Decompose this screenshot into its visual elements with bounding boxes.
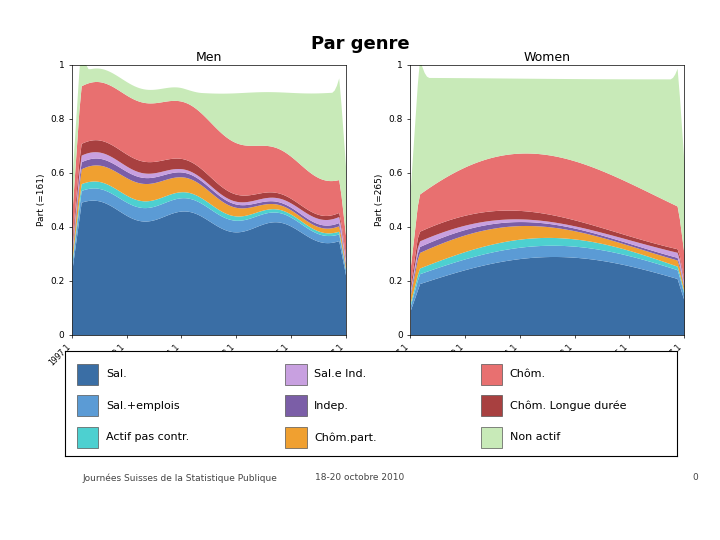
Y-axis label: Part (=161): Part (=161)	[37, 173, 46, 226]
Bar	[77, 427, 99, 448]
Text: Chôm.part.: Chôm.part.	[314, 432, 377, 443]
Bar	[77, 363, 99, 384]
Bar	[481, 395, 503, 416]
Bar	[285, 395, 307, 416]
Title: Men: Men	[196, 51, 222, 64]
Bar	[285, 363, 307, 384]
Bar	[481, 427, 503, 448]
Text: Chôm.: Chôm.	[510, 369, 546, 379]
Text: Par genre: Par genre	[311, 35, 409, 53]
Text: 0: 0	[693, 474, 698, 482]
Bar	[285, 427, 307, 448]
Y-axis label: Part (=265): Part (=265)	[375, 174, 384, 226]
Text: Actif pas contr.: Actif pas contr.	[106, 433, 189, 442]
Text: Sal.+emplois: Sal.+emplois	[106, 401, 179, 411]
Text: Non actif: Non actif	[510, 433, 560, 442]
Text: Chôm. Longue durée: Chôm. Longue durée	[510, 401, 626, 411]
Text: 18-20 octobre 2010: 18-20 octobre 2010	[315, 474, 405, 482]
Text: Sal.e Ind.: Sal.e Ind.	[314, 369, 366, 379]
Text: Sal.: Sal.	[106, 369, 127, 379]
Text: Ufficio di Statistica: Ufficio di Statistica	[158, 507, 322, 522]
Bar	[77, 395, 99, 416]
Text: Indep.: Indep.	[314, 401, 349, 411]
Title: Women: Women	[523, 51, 571, 64]
Bar	[481, 363, 503, 384]
Text: Journées Suisses de la Statistique Publique: Journées Suisses de la Statistique Publi…	[83, 473, 277, 483]
